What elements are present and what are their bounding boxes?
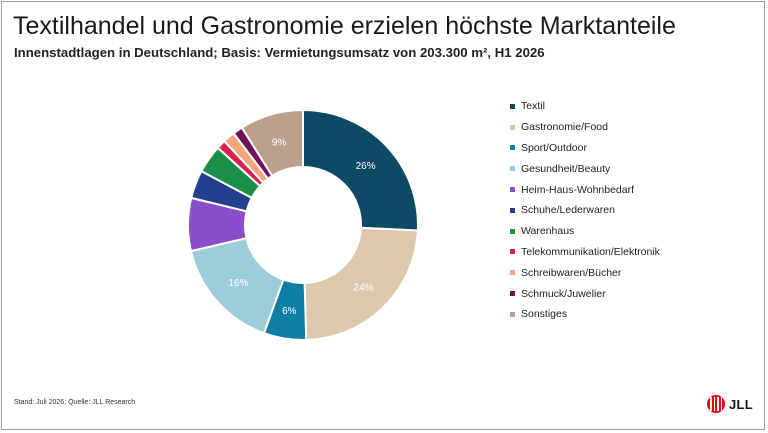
data-label-sport-outdoor: 6% (282, 306, 297, 317)
legend-item-schreibwaren-buecher: Schreibwaren/Bücher (510, 262, 660, 283)
legend-label: Gastronomie/Food (521, 121, 608, 134)
legend-item-gesundheit-beauty: Gesundheit/Beauty (510, 158, 660, 179)
source-note: Stand: Juli 2026; Quelle: JLL Research (14, 399, 136, 406)
legend-swatch (510, 228, 515, 234)
legend-label: Schreibwaren/Bücher (521, 266, 622, 279)
legend-label: Warenhaus (521, 225, 575, 238)
jll-logo-text: JLL (729, 396, 754, 412)
jll-logo: JLL (707, 395, 753, 413)
legend-swatch (510, 311, 515, 317)
legend-swatch (510, 270, 515, 276)
legend-item-gastronomie-food: Gastronomie/Food (510, 117, 660, 138)
legend-swatch (510, 145, 515, 151)
data-label-textil: 26% (356, 161, 376, 172)
legend-label: Sonstiges (521, 308, 568, 321)
legend-label: Schuhe/Lederwaren (521, 204, 615, 217)
chart-title: Textilhandel und Gastronomie erzielen hö… (13, 12, 676, 40)
legend-item-sonstiges: Sonstiges (510, 304, 660, 325)
legend-item-telekommunikation-elektronik: Telekommunikation/Elektronik (510, 242, 660, 263)
legend-label: Heim-Haus-Wohnbedarf (521, 183, 635, 196)
data-label-sonstiges: 9% (272, 137, 287, 148)
legend-item-heim-haus-wohnbedarf: Heim-Haus-Wohnbedarf (510, 179, 660, 200)
legend-swatch (510, 207, 515, 213)
legend-label: Textil (521, 100, 545, 113)
legend-swatch (510, 166, 515, 172)
data-label-gesundheit-beauty: 16% (228, 278, 248, 289)
legend-item-schmuck-juwelier: Schmuck/Juwelier (510, 283, 660, 304)
legend-label: Gesundheit/Beauty (521, 162, 611, 175)
slice-textil (302, 108, 419, 232)
data-label-gastronomie-food: 24% (354, 282, 374, 293)
chart-legend: Textil Gastronomie/Food Sport/Outdoor Gesun… (510, 96, 660, 325)
legend-item-sport-outdoor: Sport/Outdoor (510, 138, 660, 159)
legend-item-schuhe-lederwaren: Schuhe/Lederwaren (510, 200, 660, 221)
legend-item-warenhaus: Warenhaus (510, 221, 660, 242)
legend-swatch (510, 291, 515, 297)
legend-label: Sport/Outdoor (521, 141, 587, 154)
legend-swatch (510, 187, 515, 193)
legend-swatch (510, 249, 515, 255)
slice-sonstiges (240, 108, 304, 178)
legend-swatch (510, 103, 515, 109)
jll-logo-mark-icon (707, 395, 725, 413)
donut-chart: 26% 24% 6% 16% 9% (187, 108, 419, 341)
legend-label: Telekommunikation/Elektronik (521, 245, 660, 258)
legend-item-textil: Textil (510, 96, 660, 117)
chart-subtitle: Innenstadtlagen in Deutschland; Basis: V… (14, 45, 545, 60)
legend-label: Schmuck/Juwelier (521, 287, 606, 300)
legend-swatch (510, 124, 515, 130)
slice-gastronomie-food (303, 226, 419, 341)
